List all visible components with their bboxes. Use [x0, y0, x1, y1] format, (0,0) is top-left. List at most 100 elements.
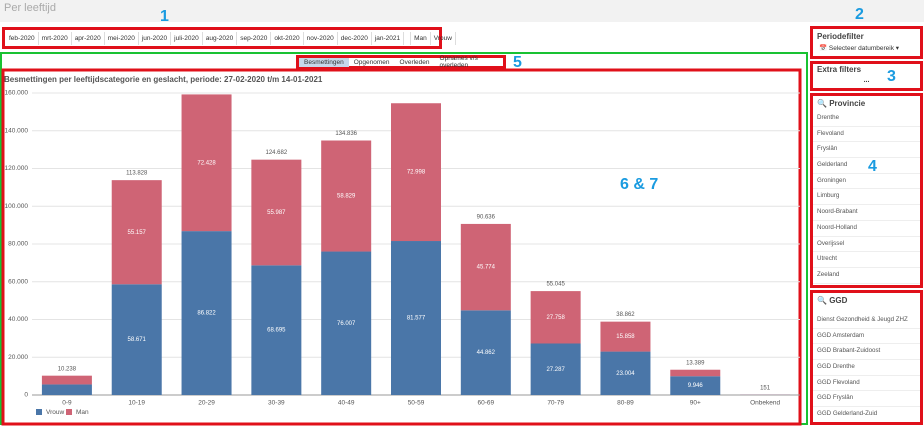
- y-tick-label: 120.000: [5, 165, 29, 172]
- panel-title: Periodefilter: [817, 32, 864, 41]
- tab[interactable]: Overleden: [399, 58, 430, 66]
- period-button[interactable]: apr-2020: [72, 31, 105, 45]
- panel-title: 🔍 GGD: [817, 296, 848, 305]
- value-label: 58.829: [337, 194, 356, 200]
- list-item[interactable]: GGD Gelderland-Zuid: [813, 407, 920, 422]
- value-label: 55.987: [267, 210, 286, 216]
- list-item[interactable]: Drenthe: [813, 111, 920, 127]
- list-item[interactable]: Zuid-Holland: [813, 284, 920, 285]
- legend-label: Vrouw: [46, 409, 64, 416]
- list-item[interactable]: Utrecht: [813, 252, 920, 268]
- period-button[interactable]: aug-2020: [203, 31, 238, 45]
- period-button[interactable]: feb-2020: [6, 31, 39, 45]
- total-label: 55.045: [546, 282, 565, 288]
- annotation-label: 5: [513, 54, 522, 71]
- list-item[interactable]: Overijssel: [813, 237, 920, 253]
- value-label: 45.774: [477, 265, 496, 271]
- list-item[interactable]: GGD Amsterdam: [813, 329, 920, 345]
- list-item[interactable]: GGD Drenthe: [813, 360, 920, 376]
- tab-bar: Besmettingen Opgenomen Overleden Opnames v/…: [296, 55, 506, 69]
- x-tick-label: 30-39: [268, 400, 285, 407]
- list-item[interactable]: Flevoland: [813, 127, 920, 143]
- period-button[interactable]: jan-2021: [372, 31, 405, 45]
- total-label: 124.682: [266, 150, 288, 156]
- period-filter-panel: Periodefilter 📅 Selecteer datumbereik ▾: [810, 26, 923, 59]
- extra-filters-panel: Extra filters ...: [810, 61, 923, 91]
- x-tick-label: 60-69: [478, 400, 495, 407]
- list-item[interactable]: Noord-Holland: [813, 221, 920, 237]
- list-item[interactable]: Zeeland: [813, 268, 920, 284]
- list-item[interactable]: GGD Fryslân: [813, 391, 920, 408]
- bar-segment: [670, 376, 721, 395]
- total-label: 10.238: [58, 366, 77, 372]
- value-label: 27.758: [546, 315, 565, 321]
- total-label: 38.862: [616, 312, 635, 318]
- period-button[interactable]: nov-2020: [304, 31, 338, 45]
- value-label: 72.998: [407, 170, 426, 176]
- chart: Besmettingen per leeftijdscategorie en g…: [0, 52, 808, 426]
- legend-swatch: [66, 409, 72, 415]
- value-label: 27.287: [546, 367, 565, 373]
- bar-segment: [600, 321, 651, 352]
- period-filter-bar: feb-2020 mrt-2020 apr-2020 mei-2020 jun-2020…: [2, 27, 456, 49]
- list-item[interactable]: Dienst Gezondheid & Jeugd ZHZ: [813, 313, 920, 329]
- more-button[interactable]: ...: [863, 77, 870, 84]
- bar-segment: [321, 251, 372, 395]
- y-tick-label: 0: [24, 392, 28, 399]
- bar-segment: [530, 343, 581, 395]
- tab[interactable]: Opnames v/s overleden: [439, 55, 478, 69]
- total-label: 151: [760, 385, 771, 391]
- bar-segment: [41, 384, 92, 395]
- period-button[interactable]: mei-2020: [105, 31, 139, 45]
- x-tick-label: 0-9: [62, 400, 72, 407]
- value-label: 15.858: [616, 334, 635, 340]
- bar-segment: [600, 351, 651, 395]
- x-tick-label: 10-19: [128, 400, 145, 407]
- annotation-label: 1: [160, 8, 169, 25]
- value-label: 9.946: [688, 383, 704, 389]
- value-label: 23.004: [616, 371, 635, 377]
- bar-segment: [460, 310, 511, 395]
- y-tick-label: 40.000: [8, 316, 28, 323]
- ggd-panel: 🔍 GGD Dienst Gezondheid & Jeugd ZHZ GGD A…: [810, 290, 923, 425]
- y-tick-label: 20.000: [8, 354, 28, 361]
- total-label: 90.636: [477, 215, 496, 221]
- tab[interactable]: Opgenomen: [353, 58, 390, 66]
- y-tick-label: 160.000: [5, 90, 29, 97]
- bar-segment: [251, 159, 302, 266]
- list-item[interactable]: Noord-Brabant: [813, 205, 920, 221]
- x-tick-label: Onbekend: [750, 400, 780, 407]
- x-tick-label: 80-89: [617, 400, 634, 407]
- list-item[interactable]: GGD Flevoland: [813, 376, 920, 392]
- list-item[interactable]: Fryslân: [813, 142, 920, 159]
- period-button[interactable]: juli-2020: [171, 31, 203, 45]
- list-item[interactable]: Groningen: [813, 174, 920, 190]
- annotation-label: 3: [887, 68, 896, 85]
- list-item[interactable]: Limburg: [813, 189, 920, 206]
- period-button[interactable]: Vrouw: [431, 31, 456, 45]
- x-tick-label: 70-79: [547, 400, 564, 407]
- x-tick-label: 40-49: [338, 400, 355, 407]
- list-item[interactable]: GGD Brabant-Zuidoost: [813, 344, 920, 361]
- bar-segment: [251, 265, 302, 395]
- period-button[interactable]: mrt-2020: [39, 31, 72, 45]
- bar-segment: [391, 103, 441, 242]
- date-range-dropdown[interactable]: 📅 Selecteer datumbereik ▾: [819, 45, 900, 52]
- bar-segment: [41, 375, 92, 385]
- period-button[interactable]: jun-2020: [139, 31, 172, 45]
- tab[interactable]: Besmettingen: [299, 57, 349, 67]
- value-label: 72.428: [197, 160, 216, 166]
- period-button[interactable]: Man: [410, 31, 431, 45]
- list-item[interactable]: Gelderland: [813, 158, 920, 174]
- period-button[interactable]: okt-2020: [271, 31, 304, 45]
- legend-label: Man: [76, 409, 89, 416]
- top-bar: Per leeftijd: [0, 0, 924, 22]
- bar-segment: [111, 284, 162, 395]
- period-button[interactable]: dec-2020: [338, 31, 372, 45]
- y-tick-label: 100.000: [5, 203, 29, 210]
- y-tick-label: 140.000: [5, 127, 29, 134]
- y-tick-label: 60.000: [8, 278, 28, 285]
- panel-title: 🔍 Provincie: [817, 99, 866, 108]
- period-button[interactable]: sep-2020: [237, 31, 272, 45]
- value-label: 81.577: [407, 316, 426, 322]
